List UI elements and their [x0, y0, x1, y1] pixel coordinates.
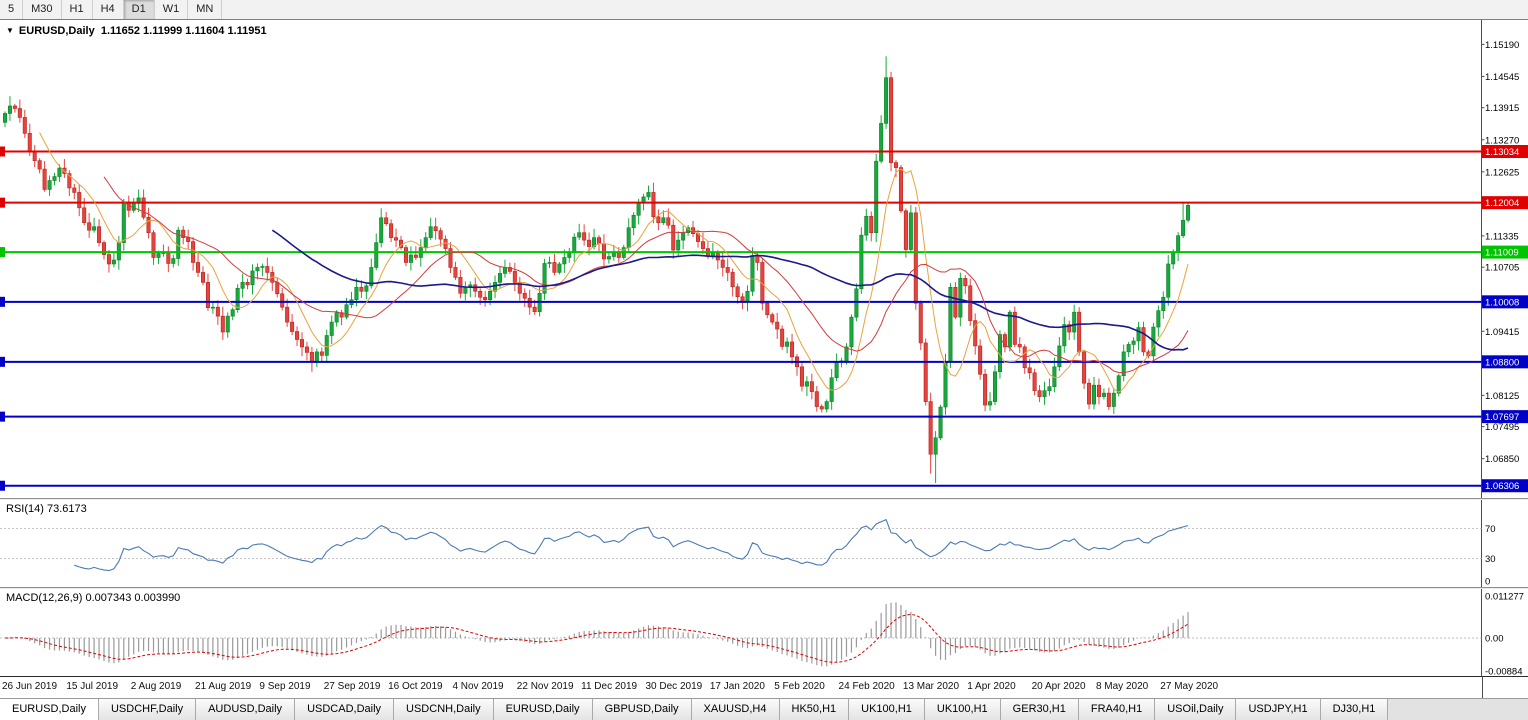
svg-text:1.11335: 1.11335 [1485, 231, 1519, 242]
chart-tab-uk100-h1[interactable]: UK100,H1 [849, 699, 925, 720]
date-label: 24 Feb 2020 [838, 681, 895, 692]
chart-tab-usdcad-daily[interactable]: USDCAD,Daily [295, 699, 395, 720]
timeframe-toolbar: 5 M30 H1 H4 D1 W1 MN [0, 0, 1528, 20]
chart-tab-dj30-h1[interactable]: DJ30,H1 [1320, 699, 1389, 720]
svg-text:1.11009: 1.11009 [1485, 248, 1519, 259]
macd-histogram [9, 602, 1189, 667]
macd-label: MACD(12,26,9) 0.007343 0.003990 [6, 592, 180, 604]
moving-average-line-55 [271, 229, 1189, 351]
date-label: 13 Mar 2020 [902, 681, 960, 692]
chart-tab-usdjpy-h1[interactable]: USDJPY,H1 [1236, 699, 1321, 720]
chart-tab-fra40-h1[interactable]: FRA40,H1 [1078, 699, 1156, 720]
chart-tab-eurusd-daily[interactable]: EURUSD,Daily [0, 699, 99, 720]
svg-text:1.10008: 1.10008 [1485, 297, 1519, 308]
svg-text:1.15190: 1.15190 [1485, 40, 1519, 51]
price-chart-panel[interactable]: 1.15190 1.14545 1.13915 1.13270 1.12625 1.113… [0, 20, 1528, 498]
moving-average-line-8 [39, 132, 1189, 393]
date-label: 26 Jun 2019 [2, 681, 58, 692]
chart-tab-usoil-daily[interactable]: USOil,Daily [1155, 699, 1237, 720]
svg-text:1.12004: 1.12004 [1485, 198, 1519, 209]
svg-text:-0.00884: -0.00884 [1485, 667, 1523, 677]
svg-text:1.10705: 1.10705 [1485, 263, 1519, 274]
svg-text:0.00: 0.00 [1485, 634, 1504, 645]
chart-ohlc-values: 1.11652 1.11999 1.11604 1.11951 [100, 25, 267, 37]
chart-symbol-label: EURUSD,Daily [18, 25, 95, 37]
macd-panel[interactable]: 0.011277 0.00 -0.00884 [0, 589, 1528, 676]
chart-tab-uk100-h1[interactable]: UK100,H1 [924, 699, 1001, 720]
svg-text:1.07697: 1.07697 [1485, 412, 1519, 423]
price-axis-labels[interactable]: 1.15190 1.14545 1.13915 1.13270 1.12625 1.113… [1481, 40, 1520, 465]
chart-tab-xauusd-h4[interactable]: XAUUSD,H4 [691, 699, 780, 720]
macd-values: 0.007343 0.003990 [85, 592, 181, 604]
svg-text:1.09415: 1.09415 [1485, 327, 1519, 338]
svg-text:1.08800: 1.08800 [1485, 357, 1519, 368]
svg-text:1.12625: 1.12625 [1485, 167, 1519, 178]
svg-text:0: 0 [1485, 577, 1490, 588]
collapse-triangle-icon[interactable]: ▼ [6, 26, 14, 35]
price-tag-boxes: 1.13034 1.12004 1.11009 1.10008 1.08800 1.076… [1482, 144, 1528, 493]
date-label: 4 Nov 2019 [452, 681, 504, 692]
chart-tab-eurusd-daily[interactable]: EURUSD,Daily [493, 699, 593, 720]
svg-text:1.06850: 1.06850 [1485, 454, 1519, 465]
svg-text:1.06306: 1.06306 [1485, 481, 1519, 492]
svg-text:70: 70 [1485, 524, 1496, 535]
moving-average-line-21 [103, 176, 1189, 374]
panel-resize-divider[interactable] [0, 587, 1528, 589]
chart-tab-usdcnh-daily[interactable]: USDCNH,Daily [394, 699, 494, 720]
timeframe-button-d1[interactable]: D1 [123, 0, 155, 19]
chart-tab-usdchf-daily[interactable]: USDCHF,Daily [98, 699, 197, 720]
rsi-value: 73.6173 [46, 503, 87, 515]
rsi-line [74, 518, 1189, 572]
svg-text:1.07495: 1.07495 [1485, 422, 1519, 433]
macd-name: MACD(12,26,9) [6, 592, 83, 604]
date-label: 11 Dec 2019 [581, 681, 638, 692]
chart-tab-ger30-h1[interactable]: GER30,H1 [1000, 699, 1079, 720]
rsi-label: RSI(14) 73.6173 [6, 503, 87, 515]
svg-text:30: 30 [1485, 554, 1496, 565]
chart-tab-bar: EURUSD,Daily USDCHF,Daily AUDUSD,Daily USDC… [0, 698, 1528, 720]
time-axis[interactable]: 26 Jun 2019 15 Jul 2019 2 Aug 2019 21 Aug 2… [0, 676, 1528, 698]
svg-text:1.08125: 1.08125 [1485, 391, 1519, 402]
timeframe-button-w1[interactable]: W1 [155, 0, 189, 19]
macd-signal-line [5, 613, 1189, 663]
timeframe-button-mn[interactable]: MN [188, 0, 223, 19]
panel-resize-divider[interactable] [0, 498, 1528, 500]
date-label: 8 May 2020 [1095, 681, 1149, 692]
candlestick-series [2, 56, 1191, 484]
date-label: 15 Jul 2019 [66, 681, 119, 692]
date-label: 30 Dec 2019 [645, 681, 703, 692]
svg-text:1.13915: 1.13915 [1485, 103, 1519, 114]
date-label: 21 Aug 2019 [195, 681, 252, 692]
svg-text:0.011277: 0.011277 [1485, 592, 1524, 603]
timeframe-button-h1[interactable]: H1 [62, 0, 93, 19]
rsi-panel[interactable]: 70 30 0 [0, 500, 1528, 587]
timeframe-button-5[interactable]: 5 [0, 0, 24, 19]
timeframe-button-h4[interactable]: H4 [93, 0, 124, 19]
date-label: 27 May 2020 [1160, 681, 1219, 692]
date-label: 9 Sep 2019 [259, 681, 311, 692]
date-label: 1 Apr 2020 [967, 681, 1016, 692]
chart-tab-audusd-daily[interactable]: AUDUSD,Daily [196, 699, 296, 720]
date-label: 20 Apr 2020 [1031, 681, 1086, 692]
chart-tab-gbpusd-daily[interactable]: GBPUSD,Daily [592, 699, 692, 720]
chart-tab-hk50-h1[interactable]: HK50,H1 [779, 699, 850, 720]
date-label: 22 Nov 2019 [516, 681, 574, 692]
date-label: 5 Feb 2020 [774, 681, 825, 692]
svg-text:1.14545: 1.14545 [1485, 72, 1519, 83]
timeframe-button-m30[interactable]: M30 [23, 0, 62, 19]
chart-title: ▼ EURUSD,Daily 1.11652 1.11999 1.11604 1.… [6, 25, 267, 37]
svg-text:1.13270: 1.13270 [1485, 135, 1519, 146]
svg-text:1.13034: 1.13034 [1485, 147, 1519, 158]
date-label: 27 Sep 2019 [323, 681, 381, 692]
axis-corner-line [1481, 677, 1483, 698]
horizontal-level-lines[interactable] [0, 146, 1482, 491]
date-label: 16 Oct 2019 [388, 681, 443, 692]
date-label: 2 Aug 2019 [130, 681, 182, 692]
date-label: 17 Jan 2020 [709, 681, 765, 692]
rsi-name: RSI(14) [6, 503, 44, 515]
